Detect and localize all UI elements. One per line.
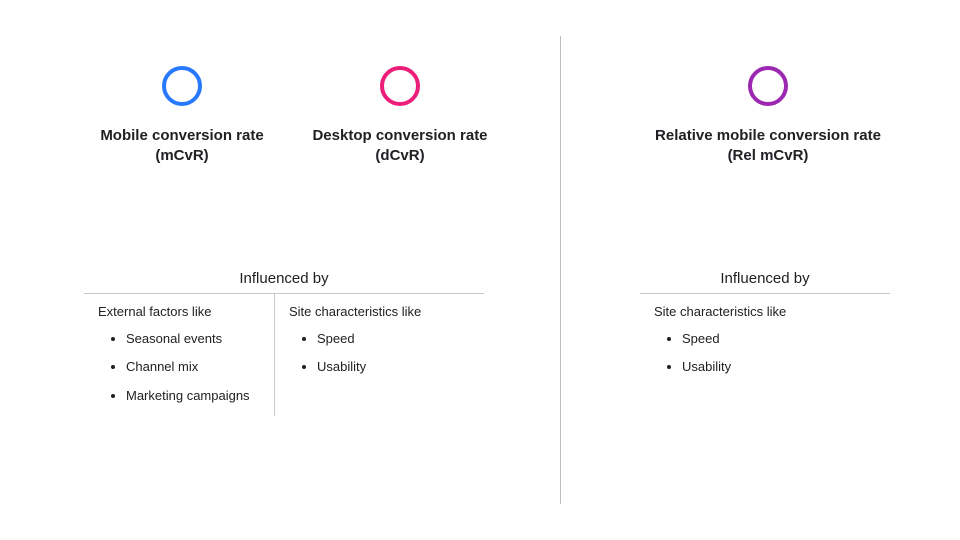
- section-title: Influenced by: [640, 270, 890, 293]
- metric-label-line1: Mobile conversion rate: [100, 127, 263, 144]
- diagram-canvas: Mobile conversion rate (mCvR) Desktop co…: [0, 0, 960, 540]
- column-site: Site characteristics like Speed Usabilit…: [640, 294, 890, 388]
- column-site: Site characteristics like Speed Usabilit…: [274, 294, 464, 416]
- metric-label-line2: (dCvR): [375, 147, 424, 164]
- metric-desktop: Desktop conversion rate (dCvR): [290, 66, 510, 167]
- influenced-right: Influenced by Site characteristics like …: [640, 270, 890, 388]
- influenced-left: Influenced by External factors like Seas…: [84, 270, 484, 416]
- circle-icon: [748, 66, 788, 106]
- circle-icon: [380, 66, 420, 106]
- column-subtitle: External factors like: [98, 304, 260, 319]
- list-item: Speed: [682, 331, 876, 347]
- metric-label-line1: Desktop conversion rate: [312, 127, 487, 144]
- metric-label-line2: (Rel mCvR): [728, 147, 809, 164]
- list-item: Channel mix: [126, 359, 260, 375]
- columns: External factors like Seasonal events Ch…: [84, 294, 484, 416]
- bullet-list: Seasonal events Channel mix Marketing ca…: [98, 331, 260, 404]
- columns: Site characteristics like Speed Usabilit…: [640, 294, 890, 388]
- metric-label: Relative mobile conversion rate (Rel mCv…: [638, 126, 898, 167]
- list-item: Speed: [317, 331, 450, 347]
- metric-mobile: Mobile conversion rate (mCvR): [72, 66, 292, 167]
- list-item: Usability: [682, 359, 876, 375]
- vertical-divider: [560, 36, 561, 504]
- column-subtitle: Site characteristics like: [654, 304, 876, 319]
- list-item: Seasonal events: [126, 331, 260, 347]
- bullet-list: Speed Usability: [654, 331, 876, 376]
- bullet-list: Speed Usability: [289, 331, 450, 376]
- circle-icon: [162, 66, 202, 106]
- column-subtitle: Site characteristics like: [289, 304, 450, 319]
- metric-label-line2: (mCvR): [155, 147, 208, 164]
- section-title: Influenced by: [84, 270, 484, 293]
- metric-label: Desktop conversion rate (dCvR): [290, 126, 510, 167]
- metric-relative-mobile: Relative mobile conversion rate (Rel mCv…: [638, 66, 898, 167]
- right-panel: Relative mobile conversion rate (Rel mCv…: [560, 0, 960, 540]
- metric-label: Mobile conversion rate (mCvR): [72, 126, 292, 167]
- left-panel: Mobile conversion rate (mCvR) Desktop co…: [0, 0, 560, 540]
- column-external: External factors like Seasonal events Ch…: [84, 294, 274, 416]
- metric-label-line1: Relative mobile conversion rate: [655, 127, 881, 144]
- list-item: Marketing campaigns: [126, 388, 260, 404]
- list-item: Usability: [317, 359, 450, 375]
